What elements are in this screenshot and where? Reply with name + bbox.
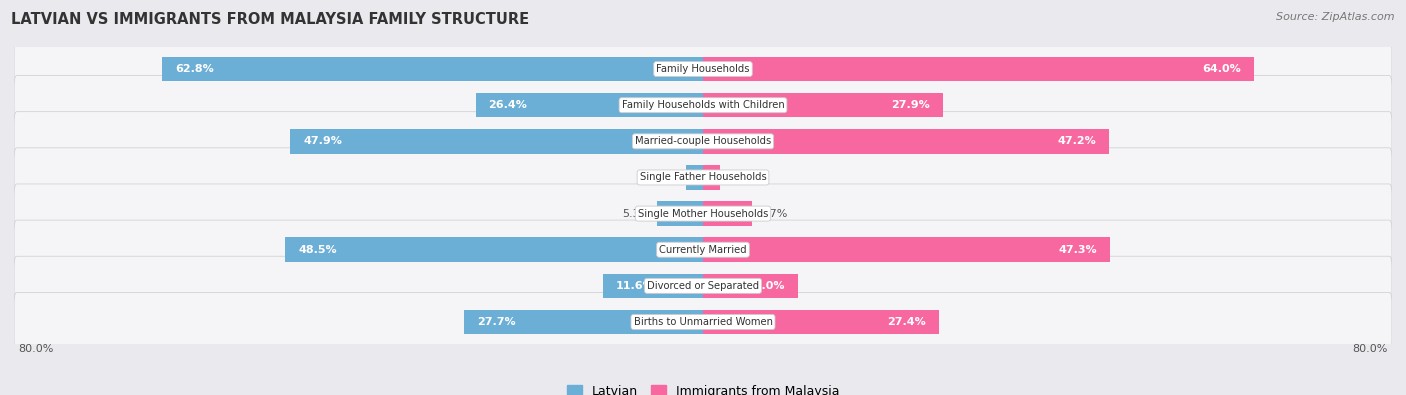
Text: 48.5%: 48.5% [298, 245, 337, 255]
FancyBboxPatch shape [14, 148, 1392, 207]
Bar [464, 310, 703, 334]
FancyBboxPatch shape [14, 256, 1392, 316]
Bar [703, 93, 943, 117]
Text: 27.7%: 27.7% [478, 317, 516, 327]
Text: 2.0%: 2.0% [727, 173, 755, 182]
FancyBboxPatch shape [14, 292, 1392, 352]
Legend: Latvian, Immigrants from Malaysia: Latvian, Immigrants from Malaysia [562, 380, 844, 395]
Text: 27.4%: 27.4% [887, 317, 927, 327]
Bar [703, 201, 752, 226]
Text: 11.6%: 11.6% [616, 281, 655, 291]
Text: Births to Unmarried Women: Births to Unmarried Women [634, 317, 772, 327]
Text: 2.0%: 2.0% [651, 173, 679, 182]
Text: Single Father Households: Single Father Households [640, 173, 766, 182]
Text: 62.8%: 62.8% [176, 64, 214, 74]
Bar [603, 274, 703, 298]
Text: Single Mother Households: Single Mother Households [638, 209, 768, 218]
Bar [703, 310, 939, 334]
Bar [475, 93, 703, 117]
Text: 5.7%: 5.7% [759, 209, 787, 218]
Text: Married-couple Households: Married-couple Households [636, 136, 770, 146]
Text: 27.9%: 27.9% [891, 100, 931, 110]
Text: 47.3%: 47.3% [1059, 245, 1098, 255]
Text: Source: ZipAtlas.com: Source: ZipAtlas.com [1277, 12, 1395, 22]
Text: 47.2%: 47.2% [1057, 136, 1097, 146]
Bar [686, 165, 703, 190]
FancyBboxPatch shape [14, 40, 1392, 99]
Text: 64.0%: 64.0% [1202, 64, 1241, 74]
Text: Family Households: Family Households [657, 64, 749, 74]
Text: 5.3%: 5.3% [623, 209, 651, 218]
Text: 80.0%: 80.0% [18, 344, 53, 354]
Bar [703, 165, 720, 190]
Bar [162, 57, 703, 81]
Text: Divorced or Separated: Divorced or Separated [647, 281, 759, 291]
Text: 47.9%: 47.9% [304, 136, 342, 146]
Text: Currently Married: Currently Married [659, 245, 747, 255]
Bar [291, 129, 703, 154]
Bar [658, 201, 703, 226]
FancyBboxPatch shape [14, 184, 1392, 243]
Bar [703, 274, 797, 298]
Bar [703, 129, 1109, 154]
FancyBboxPatch shape [14, 112, 1392, 171]
FancyBboxPatch shape [14, 220, 1392, 279]
Text: 11.0%: 11.0% [747, 281, 785, 291]
Bar [285, 237, 703, 262]
Text: 80.0%: 80.0% [1353, 344, 1388, 354]
Text: Family Households with Children: Family Households with Children [621, 100, 785, 110]
Text: 26.4%: 26.4% [488, 100, 527, 110]
Text: LATVIAN VS IMMIGRANTS FROM MALAYSIA FAMILY STRUCTURE: LATVIAN VS IMMIGRANTS FROM MALAYSIA FAMI… [11, 12, 530, 27]
FancyBboxPatch shape [14, 75, 1392, 135]
Bar [703, 57, 1254, 81]
Bar [703, 237, 1111, 262]
